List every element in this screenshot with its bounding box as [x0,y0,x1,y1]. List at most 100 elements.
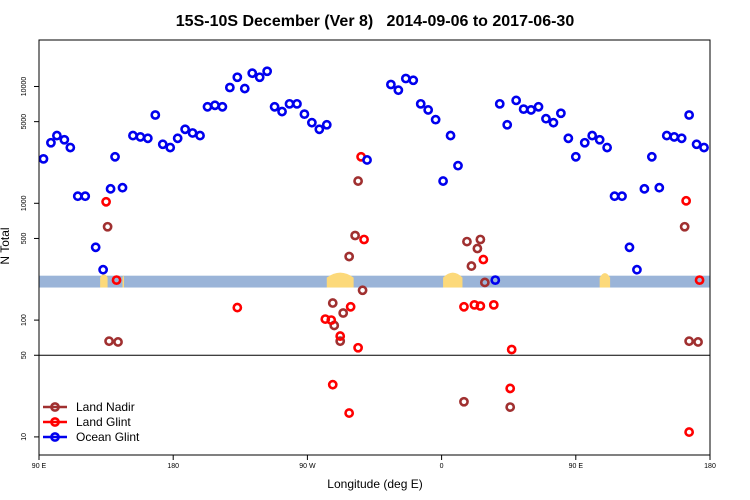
y-tick-label: 100 [21,314,28,326]
data-point [65,142,76,153]
y-tick-label: 50 [21,351,28,359]
data-point [202,101,213,112]
land-segment [443,272,463,288]
data-point [488,299,499,310]
data-point [459,301,469,312]
data-point [284,98,295,109]
data-point [210,100,220,111]
data-point [359,234,369,245]
data-point [277,106,287,117]
data-point [338,308,349,318]
x-tick-label: 90 E [32,463,47,470]
data-point [518,104,529,115]
data-point [393,85,404,96]
legend-marker [50,402,60,412]
surface-band [39,272,710,288]
data-point [357,285,368,296]
data-point [478,254,489,265]
data-point [327,298,338,308]
data-point [438,176,448,186]
data-point [113,337,123,347]
data-point [684,336,695,347]
data-point [684,110,695,120]
data-point [472,243,483,254]
data-point [548,117,559,128]
data-point [187,128,198,138]
legend-label: Land Nadir [76,400,135,414]
data-point [110,151,120,162]
x-tick-label: 180 [167,463,179,470]
data-point [150,110,161,120]
data-point [563,133,574,144]
data-point [570,151,581,162]
legend-label: Ocean Glint [76,430,140,444]
data-point [505,402,516,412]
data-point [617,191,627,202]
data-point [102,221,113,232]
data-point [502,119,513,130]
data-point [694,275,705,286]
series-land-glint [101,151,705,437]
data-point [624,242,635,253]
data-point [415,98,426,109]
data-point [676,133,687,144]
data-point [511,95,522,106]
data-point [111,275,122,286]
data-point [247,68,258,79]
data-point [269,101,280,112]
data-point [80,191,91,202]
y-tick-label: 1000 [21,195,28,211]
data-point [639,183,650,194]
data-point [691,139,702,150]
legend-marker [50,417,60,427]
data-point [679,221,690,232]
data-point [353,176,363,186]
data-point [466,261,477,271]
land-segment [100,273,108,288]
y-tick-label: 10 [21,433,28,441]
data-point [430,114,441,125]
land-segment [122,275,124,288]
x-axis: 90 E 180 90 W 0 90 E 180 [32,455,716,470]
data-point [344,251,355,262]
data-point [681,195,692,206]
series-land-nadir [102,176,703,412]
x-tick-label: 90 W [299,463,316,470]
data-point [180,124,191,135]
x-tick-label: 90 E [569,463,584,470]
data-point [506,344,517,355]
data-point [262,66,273,77]
data-point [362,155,372,165]
data-point [684,427,695,437]
data-point [609,191,620,202]
data-point [423,105,434,115]
data-point [135,132,146,142]
data-point [579,137,590,148]
data-point [72,191,83,202]
legend-marker [50,432,60,442]
data-point [326,315,337,325]
data-point [335,336,346,347]
data-point [699,142,709,153]
data-point [321,119,332,130]
data-point [353,342,363,353]
x-tick-label: 0 [440,463,444,470]
data-point [165,142,176,153]
series-ocean-glint [38,66,709,286]
data-point [254,72,265,83]
data-point [335,331,346,341]
data-point [90,242,101,253]
data-point [669,132,680,142]
data-point [526,105,536,115]
data-point [475,234,486,245]
y-tick-label: 5000 [21,114,28,130]
data-point [661,130,672,141]
data-point [195,130,205,141]
data-point [646,151,657,162]
data-point [232,72,243,83]
data-point [479,277,490,288]
data-point [344,408,355,418]
data-point [408,75,419,86]
data-point [239,83,250,94]
